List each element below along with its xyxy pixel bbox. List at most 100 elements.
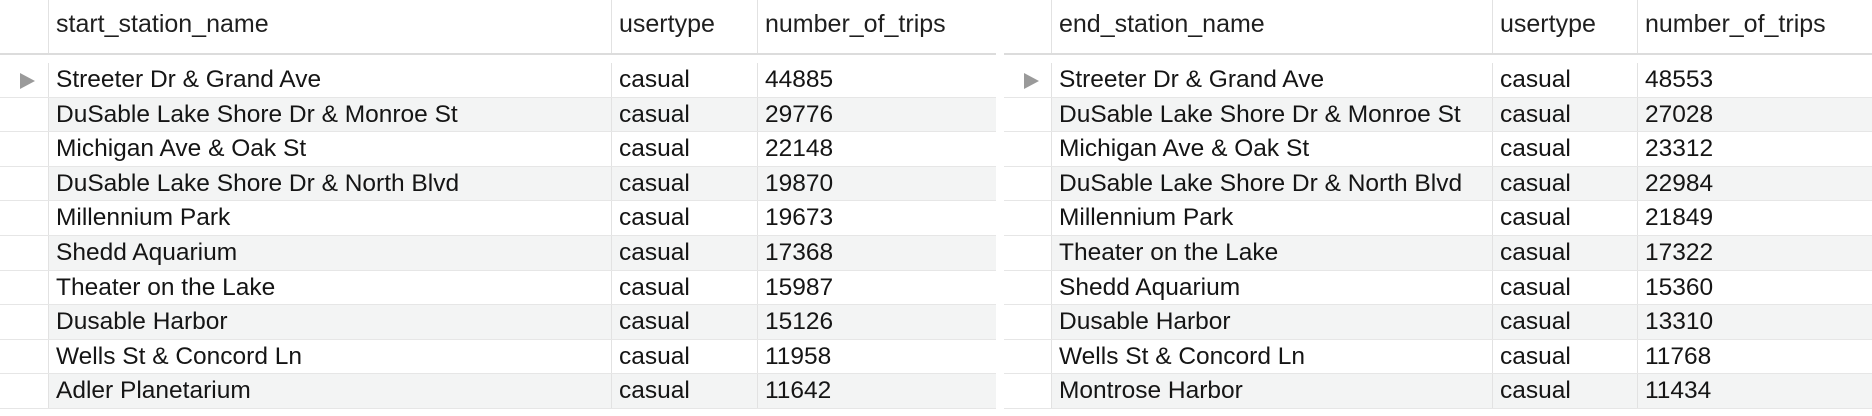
cell-station-name[interactable]: Michigan Ave & Oak St <box>48 132 611 166</box>
table-row[interactable]: Michigan Ave & Oak St casual 23312 <box>1004 132 1872 167</box>
cell-usertype[interactable]: casual <box>1492 305 1637 339</box>
table-row[interactable]: Montrose Harbor casual 11434 <box>1004 374 1872 409</box>
row-selector[interactable] <box>0 339 49 374</box>
cell-number-of-trips[interactable]: 19870 <box>757 166 989 201</box>
row-selector[interactable] <box>0 270 49 305</box>
column-header-end-station-name[interactable]: end_station_name <box>1051 0 1492 53</box>
row-selector[interactable] <box>1004 374 1052 408</box>
table-row[interactable]: DuSable Lake Shore Dr & Monroe St casual 2… <box>0 97 996 133</box>
cell-station-name[interactable]: Theater on the Lake <box>48 270 611 305</box>
row-selector[interactable] <box>0 97 49 132</box>
cell-number-of-trips[interactable]: 11642 <box>757 374 989 408</box>
cell-usertype[interactable]: casual <box>1492 97 1637 132</box>
table-row[interactable]: Wells St & Concord Ln casual 11958 <box>0 339 996 375</box>
cell-station-name[interactable]: Dusable Harbor <box>48 305 611 339</box>
table-row[interactable]: Millennium Park casual 19673 <box>0 201 996 236</box>
result-grid-end-stations[interactable]: end_station_name usertype number_of_trip… <box>1004 0 1872 416</box>
table-row[interactable]: Wells St & Concord Ln casual 11768 <box>1004 339 1872 375</box>
table-row[interactable]: Streeter Dr & Grand Ave casual 44885 <box>0 63 996 98</box>
cell-station-name[interactable]: Dusable Harbor <box>1051 305 1492 339</box>
row-selector[interactable] <box>1004 166 1052 201</box>
column-header-start-station-name[interactable]: start_station_name <box>48 0 611 53</box>
row-selector[interactable] <box>1004 201 1052 235</box>
column-header-usertype[interactable]: usertype <box>1492 0 1637 53</box>
cell-usertype[interactable]: casual <box>611 235 757 270</box>
table-row[interactable]: Michigan Ave & Oak St casual 22148 <box>0 132 996 167</box>
cell-number-of-trips[interactable]: 29776 <box>757 97 989 132</box>
cell-usertype[interactable]: casual <box>611 132 757 166</box>
row-selector[interactable] <box>0 374 49 408</box>
cell-number-of-trips[interactable]: 21849 <box>1637 201 1869 235</box>
cell-usertype[interactable]: casual <box>1492 132 1637 166</box>
cell-usertype[interactable]: casual <box>1492 166 1637 201</box>
cell-usertype[interactable]: casual <box>611 63 757 97</box>
table-row[interactable]: Theater on the Lake casual 15987 <box>0 270 996 306</box>
cell-number-of-trips[interactable]: 15126 <box>757 305 989 339</box>
column-header-usertype[interactable]: usertype <box>611 0 757 53</box>
cell-number-of-trips[interactable]: 44885 <box>757 63 989 97</box>
cell-station-name[interactable]: Wells St & Concord Ln <box>48 339 611 374</box>
row-selector[interactable] <box>0 305 49 339</box>
cell-station-name[interactable]: DuSable Lake Shore Dr & Monroe St <box>48 97 611 132</box>
cell-station-name[interactable]: Millennium Park <box>48 201 611 235</box>
row-selector[interactable] <box>1004 270 1052 305</box>
row-selector[interactable] <box>1004 339 1052 374</box>
cell-station-name[interactable]: Wells St & Concord Ln <box>1051 339 1492 374</box>
cell-usertype[interactable]: casual <box>1492 270 1637 305</box>
cell-station-name[interactable]: Shedd Aquarium <box>1051 270 1492 305</box>
column-header-number-of-trips[interactable]: number_of_trips <box>1637 0 1869 53</box>
cell-station-name[interactable]: Adler Planetarium <box>48 374 611 408</box>
table-row[interactable]: Dusable Harbor casual 13310 <box>1004 305 1872 340</box>
cell-number-of-trips[interactable]: 11434 <box>1637 374 1869 408</box>
cell-usertype[interactable]: casual <box>1492 235 1637 270</box>
cell-number-of-trips[interactable]: 22984 <box>1637 166 1869 201</box>
cell-usertype[interactable]: casual <box>611 270 757 305</box>
table-row[interactable]: Dusable Harbor casual 15126 <box>0 305 996 340</box>
result-grid-start-stations[interactable]: start_station_name usertype number_of_tr… <box>0 0 996 416</box>
cell-usertype[interactable]: casual <box>611 374 757 408</box>
table-row[interactable]: DuSable Lake Shore Dr & Monroe St casual 2… <box>1004 97 1872 133</box>
cell-number-of-trips[interactable]: 23312 <box>1637 132 1869 166</box>
cell-usertype[interactable]: casual <box>1492 339 1637 374</box>
table-row[interactable]: Shedd Aquarium casual 17368 <box>0 235 996 271</box>
row-selector[interactable] <box>0 235 49 270</box>
cell-number-of-trips[interactable]: 22148 <box>757 132 989 166</box>
cell-station-name[interactable]: DuSable Lake Shore Dr & North Blvd <box>48 166 611 201</box>
cell-number-of-trips[interactable]: 13310 <box>1637 305 1869 339</box>
cell-usertype[interactable]: casual <box>611 305 757 339</box>
cell-usertype[interactable]: casual <box>1492 201 1637 235</box>
cell-number-of-trips[interactable]: 11958 <box>757 339 989 374</box>
cell-station-name[interactable]: DuSable Lake Shore Dr & Monroe St <box>1051 97 1492 132</box>
cell-number-of-trips[interactable]: 11768 <box>1637 339 1869 374</box>
table-row[interactable]: Streeter Dr & Grand Ave casual 48553 <box>1004 63 1872 98</box>
table-row[interactable]: Theater on the Lake casual 17322 <box>1004 235 1872 271</box>
cell-station-name[interactable]: Shedd Aquarium <box>48 235 611 270</box>
cell-station-name[interactable]: Michigan Ave & Oak St <box>1051 132 1492 166</box>
cell-station-name[interactable]: Streeter Dr & Grand Ave <box>48 63 611 97</box>
cell-number-of-trips[interactable]: 17322 <box>1637 235 1869 270</box>
cell-number-of-trips[interactable]: 15987 <box>757 270 989 305</box>
row-selector[interactable] <box>0 132 49 166</box>
cell-usertype[interactable]: casual <box>1492 374 1637 408</box>
cell-number-of-trips[interactable]: 17368 <box>757 235 989 270</box>
cell-usertype[interactable]: casual <box>611 201 757 235</box>
row-selector[interactable] <box>0 166 49 201</box>
column-header-number-of-trips[interactable]: number_of_trips <box>757 0 989 53</box>
cell-number-of-trips[interactable]: 27028 <box>1637 97 1869 132</box>
row-selector[interactable] <box>1004 305 1052 339</box>
cell-station-name[interactable]: Millennium Park <box>1051 201 1492 235</box>
table-row[interactable]: Millennium Park casual 21849 <box>1004 201 1872 236</box>
cell-number-of-trips[interactable]: 15360 <box>1637 270 1869 305</box>
row-selector[interactable] <box>1004 63 1052 97</box>
cell-station-name[interactable]: DuSable Lake Shore Dr & North Blvd <box>1051 166 1492 201</box>
cell-usertype[interactable]: casual <box>611 97 757 132</box>
cell-station-name[interactable]: Theater on the Lake <box>1051 235 1492 270</box>
cell-usertype[interactable]: casual <box>611 166 757 201</box>
cell-number-of-trips[interactable]: 48553 <box>1637 63 1869 97</box>
row-selector[interactable] <box>0 63 49 97</box>
table-row[interactable]: Shedd Aquarium casual 15360 <box>1004 270 1872 306</box>
cell-station-name[interactable]: Montrose Harbor <box>1051 374 1492 408</box>
row-selector[interactable] <box>0 201 49 235</box>
table-row[interactable]: Adler Planetarium casual 11642 <box>0 374 996 409</box>
cell-usertype[interactable]: casual <box>611 339 757 374</box>
